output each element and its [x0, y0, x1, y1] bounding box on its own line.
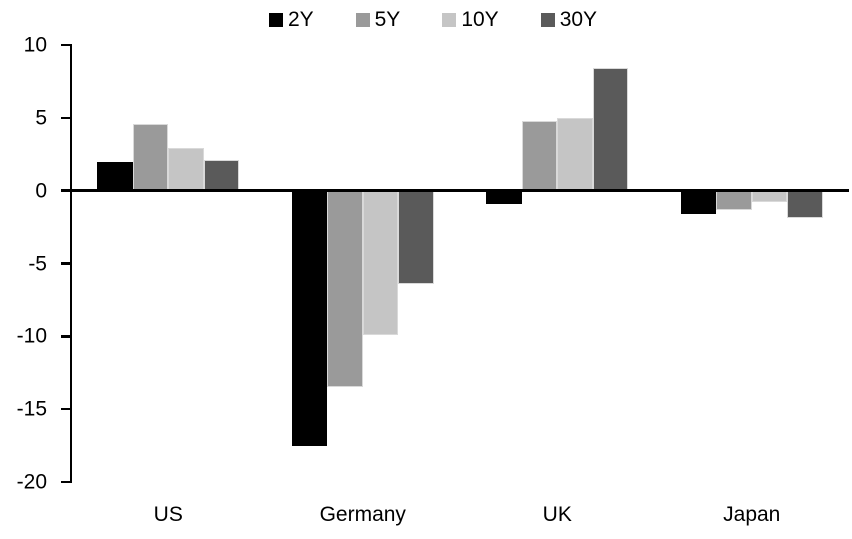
y-axis-tick-mark [61, 189, 71, 192]
y-axis-tick-mark [61, 43, 71, 47]
legend-label: 10Y [461, 8, 499, 31]
legend-label: 2Y [287, 8, 314, 31]
y-axis-tick-mark [61, 335, 71, 338]
y-axis-tick-mark [61, 407, 71, 411]
bar-us-10y [168, 148, 204, 191]
legend-item-30y: 30Y [540, 8, 598, 31]
bar-japan-2y [680, 190, 717, 214]
y-axis-tick-mark [61, 480, 71, 484]
y-axis-line [69, 43, 73, 484]
x-axis-category-label: Germany [319, 503, 406, 526]
x-axis-category-label: US [153, 503, 183, 526]
y-axis-tick-label: -15 [16, 397, 47, 421]
y-axis-tick-mark [61, 262, 71, 265]
x-axis-category-label: Japan [723, 503, 781, 526]
y-axis-tick-label: 5 [35, 106, 47, 130]
bar-japan-30y [787, 190, 823, 219]
legend-item-2y: 2Y [268, 8, 314, 31]
y-axis-tick-label: -5 [28, 252, 47, 275]
legend-item-10y: 10Y [442, 8, 499, 31]
bar-us-30y [203, 160, 240, 191]
chart-legend: 2Y 5Y 10Y 30Y [0, 9, 852, 30]
bar-uk-5y [521, 120, 558, 191]
bar-uk-10y [557, 117, 593, 191]
y-axis-tick-label: -10 [16, 324, 47, 348]
y-axis-tick-label: 0 [35, 179, 47, 203]
legend-swatch-icon [268, 12, 283, 27]
bar-germany-2y [291, 190, 328, 446]
legend-swatch-icon [355, 12, 370, 27]
bar-japan-5y [716, 190, 752, 210]
bar-us-2y [97, 161, 133, 191]
legend-swatch-icon [540, 12, 555, 27]
bar-uk-2y [486, 190, 522, 204]
bar-us-5y [132, 123, 169, 191]
bar-germany-5y [327, 190, 363, 388]
legend-item-5y: 5Y [355, 8, 401, 31]
legend-swatch-icon [442, 12, 457, 27]
zero-axis-line [71, 188, 849, 193]
y-axis-tick-mark [61, 116, 71, 120]
bar-uk-30y [592, 68, 629, 191]
y-axis-tick-label: -20 [16, 470, 47, 494]
bar-germany-30y [398, 190, 434, 284]
bar-germany-10y [362, 190, 399, 335]
legend-label: 5Y [374, 8, 401, 31]
legend-label: 30Y [559, 8, 598, 31]
x-axis-category-label: UK [542, 503, 572, 526]
y-axis-tick-label: 10 [23, 33, 47, 57]
